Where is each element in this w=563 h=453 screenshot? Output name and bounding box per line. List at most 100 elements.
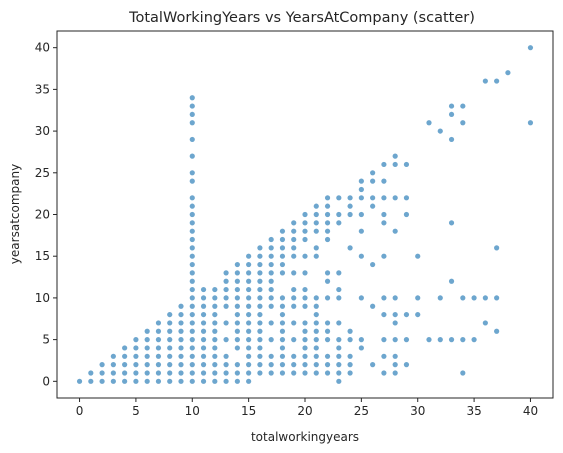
data-point: [313, 303, 319, 309]
data-point: [178, 378, 184, 384]
data-point: [448, 111, 455, 118]
data-point: [189, 103, 195, 109]
data-point: [381, 220, 387, 226]
data-point: [88, 378, 94, 384]
data-point: [223, 337, 229, 343]
data-point: [189, 286, 195, 293]
data-point: [324, 228, 331, 234]
data-point: [358, 211, 364, 218]
data-point: [155, 345, 162, 351]
x-tick-label: 35: [466, 404, 481, 418]
data-point: [144, 362, 150, 368]
data-point: [268, 245, 274, 251]
data-point: [460, 370, 466, 376]
data-point: [189, 328, 195, 334]
data-point: [246, 261, 252, 268]
data-point: [381, 195, 387, 201]
data-point: [324, 362, 331, 368]
data-point: [291, 303, 297, 309]
data-point: [122, 370, 128, 376]
data-point: [279, 370, 286, 376]
data-point: [268, 337, 274, 343]
data-point: [212, 345, 218, 351]
data-point: [268, 295, 274, 301]
data-point: [426, 337, 432, 343]
data-point: [403, 311, 410, 318]
data-point: [482, 320, 488, 326]
data-point: [246, 278, 252, 284]
data-point: [189, 228, 195, 234]
data-point: [336, 378, 342, 384]
data-point: [505, 70, 511, 76]
data-point: [324, 203, 331, 209]
data-point: [189, 320, 195, 326]
data-point: [212, 362, 218, 368]
data-point: [167, 328, 173, 334]
data-point: [144, 353, 150, 359]
data-point: [200, 311, 207, 318]
data-point: [370, 203, 376, 209]
data-point: [426, 120, 432, 126]
data-point: [223, 286, 229, 293]
data-point: [234, 370, 240, 376]
data-point: [99, 362, 105, 368]
data-point: [279, 270, 286, 276]
data-point: [448, 103, 455, 109]
data-point: [392, 370, 398, 376]
data-point: [178, 362, 184, 368]
data-point: [257, 345, 263, 351]
data-point: [302, 328, 308, 334]
data-point: [167, 378, 173, 384]
data-point: [178, 328, 184, 334]
data-point: [122, 345, 128, 351]
data-point: [122, 353, 128, 359]
data-point: [437, 295, 443, 301]
y-tick-label: 25: [35, 166, 50, 180]
data-point: [223, 378, 229, 384]
data-point: [234, 362, 240, 368]
data-point: [347, 337, 353, 343]
data-point: [460, 337, 466, 343]
y-tick-label: 35: [35, 82, 50, 96]
x-tick-label: 5: [132, 404, 140, 418]
y-tick-label: 30: [35, 124, 50, 138]
data-point: [336, 286, 342, 293]
data-point: [313, 370, 319, 376]
data-point: [291, 353, 297, 359]
y-tick-label: 0: [42, 374, 50, 388]
data-point: [167, 345, 173, 351]
data-point: [189, 111, 195, 118]
data-point: [234, 378, 240, 384]
data-point: [358, 295, 364, 301]
data-point: [268, 253, 274, 259]
data-point: [313, 253, 319, 259]
data-point: [234, 311, 240, 318]
data-point: [347, 370, 353, 376]
data-point: [336, 295, 342, 301]
data-point: [76, 378, 83, 384]
data-point: [178, 303, 184, 309]
data-point: [279, 353, 286, 359]
data-point: [257, 311, 263, 318]
data-point: [324, 278, 331, 284]
y-axis-ticks: 0 5 10 15 20 25 30 35 40: [35, 41, 57, 388]
data-point: [358, 337, 364, 343]
data-point: [302, 370, 308, 376]
data-point: [189, 261, 195, 268]
data-point: [448, 136, 455, 143]
data-point: [167, 320, 173, 326]
data-point: [471, 295, 477, 301]
data-point: [155, 337, 162, 343]
data-point: [155, 378, 162, 384]
data-point: [347, 203, 353, 209]
data-point: [246, 295, 252, 301]
data-point: [178, 337, 184, 343]
data-point: [370, 362, 376, 368]
data-point: [392, 195, 398, 201]
data-point: [370, 178, 376, 184]
data-point: [178, 320, 184, 326]
data-point: [189, 278, 195, 284]
data-point: [279, 253, 286, 259]
data-point: [291, 220, 297, 226]
